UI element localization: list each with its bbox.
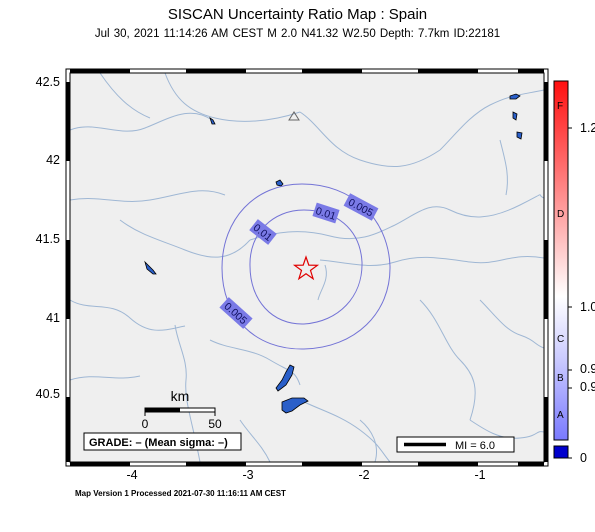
lon-tick-label: -2	[358, 468, 370, 482]
lake	[281, 397, 309, 414]
scale-bar-unit: km	[171, 388, 190, 404]
lake	[209, 117, 216, 125]
river	[319, 255, 545, 266]
colorbar-below-swatch	[553, 445, 569, 459]
lon-tick-label: -1	[474, 468, 486, 482]
river	[394, 194, 545, 226]
colorbar-grade-letter: D	[557, 209, 565, 220]
lat-tick-label: 42	[46, 153, 60, 167]
scale-bar-start: 0	[142, 417, 149, 431]
river	[69, 112, 213, 132]
river	[164, 72, 301, 122]
station-triangle-icon	[288, 111, 300, 121]
colorbar-grade-letter: C	[557, 334, 565, 345]
lake	[275, 364, 295, 392]
processing-footer: Map Version 1 Processed 2021-07-30 11:16…	[75, 489, 286, 498]
river	[439, 89, 545, 151]
grade-text: GRADE: – (Mean sigma: –)	[89, 437, 228, 449]
colorbar-grade-letter: A	[557, 410, 564, 421]
mi-legend-label: MI = 6.0	[455, 440, 495, 452]
contour-labels: 0.005 0.01 0.01 0.005	[219, 193, 379, 329]
river	[69, 299, 186, 331]
river	[239, 419, 271, 463]
grade-box: GRADE: – (Mean sigma: –)	[83, 432, 242, 451]
river	[317, 264, 327, 301]
river	[69, 190, 226, 202]
lon-tick-label: -4	[126, 468, 138, 482]
colorbar	[553, 80, 572, 459]
river	[479, 299, 545, 349]
lake	[144, 260, 157, 275]
river	[469, 419, 545, 439]
lat-tick-label: 42.5	[35, 75, 60, 89]
lake	[516, 131, 523, 140]
river	[299, 399, 391, 463]
epicenter-star-icon	[292, 255, 320, 281]
river	[209, 339, 301, 386]
contour-line-outer	[221, 183, 391, 350]
colorbar-tick-label: 0.9	[580, 362, 595, 376]
river	[69, 375, 141, 381]
map-title: SISCAN Uncertainty Ratio Map : Spain	[167, 6, 428, 23]
colorbar-gradient	[553, 80, 569, 441]
event-info-line: Jul 30, 2021 11:14:26 AM CEST M 2.0 N41.…	[94, 28, 501, 40]
river	[359, 419, 377, 463]
colorbar-tick-label: 0.9	[580, 380, 595, 394]
map-frame	[65, 68, 549, 467]
river	[499, 139, 508, 196]
colorbar-tick-label: 1.2	[580, 121, 595, 135]
lake	[275, 179, 284, 187]
scale-bar: km 0 50	[142, 388, 222, 431]
lake	[512, 111, 518, 121]
colorbar-tick-label: 0	[580, 451, 587, 465]
lat-tick-label: 40.5	[35, 387, 60, 401]
river	[119, 219, 251, 258]
contour-line-inner	[249, 209, 363, 325]
lon-tick-label: -3	[242, 468, 254, 482]
lakes-layer	[144, 93, 523, 414]
colorbar-tick-label: 1.0	[580, 300, 595, 314]
lake	[509, 93, 521, 100]
colorbar-grade-letter: F	[557, 101, 564, 112]
mi-legend: MI = 6.0	[396, 436, 515, 453]
lat-tick-label: 41	[46, 311, 60, 325]
scale-bar-end: 50	[208, 417, 222, 431]
lat-tick-label: 41.5	[35, 232, 60, 246]
river	[299, 111, 441, 168]
colorbar-grade-letter: B	[557, 373, 564, 384]
river	[419, 299, 476, 421]
river	[99, 72, 151, 119]
contour-layer	[221, 183, 391, 350]
